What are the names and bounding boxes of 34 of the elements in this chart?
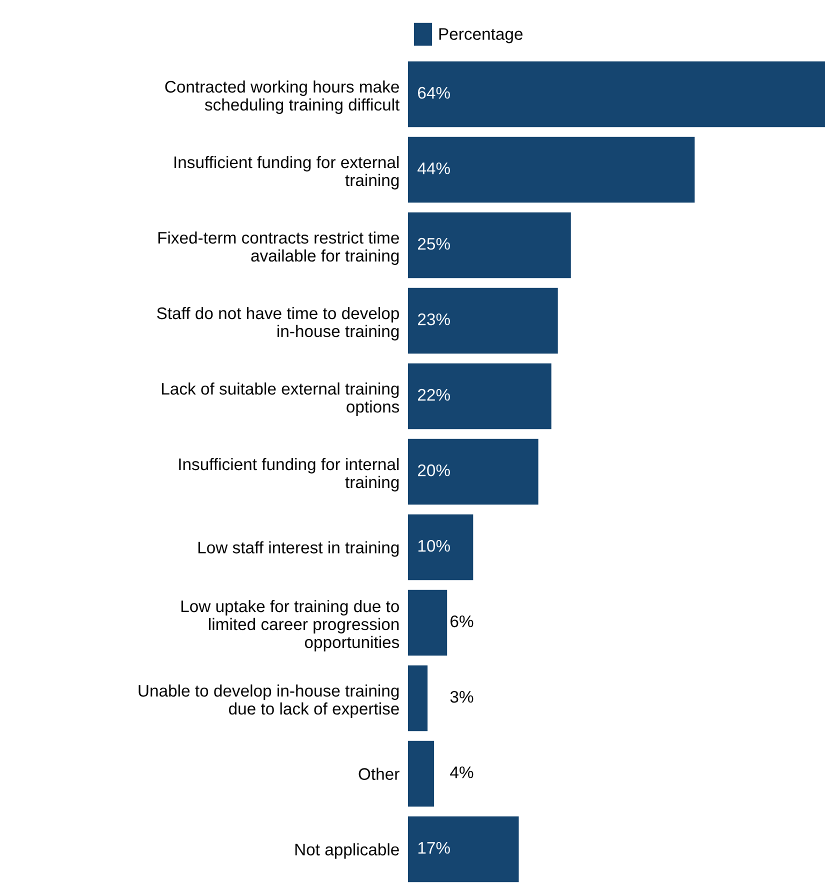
- bar: [408, 438, 538, 505]
- data-label: 17%: [418, 842, 450, 854]
- data-label: 6%: [450, 615, 474, 628]
- data-label: 25%: [418, 238, 450, 250]
- bar: [408, 288, 558, 354]
- bar: [408, 212, 571, 278]
- y-tick-label: Other: [358, 768, 400, 780]
- data-label: 4%: [450, 766, 474, 778]
- y-tick-label: Fixed-term contracts restrict time available for training: [158, 231, 399, 265]
- bar: [408, 740, 434, 807]
- data-label: 23%: [418, 313, 450, 326]
- bar: [408, 816, 519, 882]
- y-tick-label: Insufficient funding for external training: [174, 156, 399, 190]
- bar: [408, 514, 474, 580]
- legend-label: Percentage: [439, 28, 523, 44]
- data-label: 44%: [418, 162, 450, 174]
- bar: [408, 590, 448, 656]
- y-tick-label: Low staff interest in training: [198, 541, 399, 557]
- data-label: 64%: [418, 86, 450, 99]
- bar: [408, 665, 428, 732]
- y-tick-label: Staff do not have time to develop in-house training: [157, 306, 399, 340]
- data-label: 3%: [450, 690, 474, 703]
- data-label: 20%: [418, 464, 450, 476]
- data-label: 22%: [418, 388, 450, 401]
- y-tick-label: Unable to develop in-house training due to lack of expertise: [138, 684, 399, 718]
- y-tick-label: Not applicable: [295, 843, 399, 859]
- bar: [408, 363, 552, 430]
- data-label: 10%: [418, 540, 450, 552]
- y-tick-label: Insufficient funding for internal training: [179, 458, 399, 492]
- bar: [408, 61, 825, 128]
- bar: [408, 136, 695, 203]
- y-tick-label: Lack of suitable external training options: [162, 382, 400, 416]
- y-tick-label: Low uptake for training due to limited career progression opportunities: [181, 600, 400, 652]
- y-tick-label: Contracted working hours make scheduling training difficult: [165, 80, 400, 114]
